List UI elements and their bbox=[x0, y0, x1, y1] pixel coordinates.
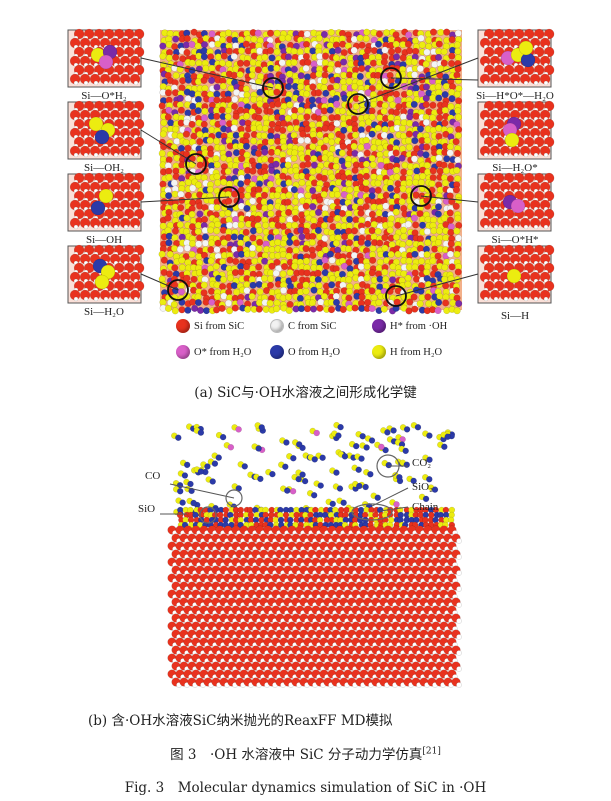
legend-item: O from H₂O bbox=[270, 345, 340, 359]
inset-label-right-3: Si—O*H* bbox=[491, 234, 539, 246]
inset-si-h-o-h2o bbox=[477, 28, 555, 88]
h-star-dot-icon bbox=[372, 319, 386, 333]
panel-b-annotations bbox=[160, 454, 409, 524]
inset-label-left-2: Si—OH₂ bbox=[84, 162, 124, 174]
inset-si-o-h-star bbox=[477, 172, 555, 232]
inset-si-oh bbox=[67, 172, 145, 232]
inset-label-right-4: Si—H bbox=[500, 310, 530, 322]
legend-label: O from H₂O bbox=[288, 346, 341, 358]
figure-title-cn: 图 3 ·OH 水溶液中 SiC 分子动力学仿真[21] bbox=[0, 743, 611, 764]
inset-label-right-2: Si—H₂O* bbox=[492, 162, 538, 174]
label-sio2: SiO₂ bbox=[412, 481, 433, 493]
legend-label: C from SiC bbox=[288, 320, 337, 332]
legend-item: O* from H₂O bbox=[176, 345, 251, 359]
md-polishing-side-view bbox=[167, 421, 462, 688]
label-chain: Chain bbox=[412, 501, 439, 513]
inset-label-left-4: Si—H₂O bbox=[84, 306, 124, 318]
legend-item: C from SiC bbox=[270, 319, 336, 333]
inset-label-right-1: Si—H*O*—H₂O bbox=[476, 90, 554, 102]
inset-si-h bbox=[477, 244, 555, 304]
inset-si-o-h2 bbox=[67, 28, 145, 88]
inset-label-left-1: Si—O*H₂ bbox=[81, 90, 127, 102]
h-dot-icon bbox=[372, 345, 386, 359]
inset-si-h2o-star bbox=[477, 100, 555, 160]
figure-title-cn-text: 图 3 ·OH 水溶液中 SiC 分子动力学仿真 bbox=[170, 747, 423, 763]
legend-item: H from H₂O bbox=[372, 345, 442, 359]
caption-a: (a) SiC与·OH水溶液之间形成化学键 bbox=[194, 385, 417, 401]
o-star-dot-icon bbox=[176, 345, 190, 359]
si-dot-icon bbox=[176, 319, 190, 333]
legend-label: H* from ·OH bbox=[390, 320, 448, 332]
label-sio: SiO bbox=[138, 503, 156, 515]
inset-label-left-3: Si—OH bbox=[85, 234, 123, 246]
c-dot-icon bbox=[270, 319, 284, 333]
leader-lines bbox=[140, 57, 479, 307]
legend-item: H* from ·OH bbox=[372, 319, 447, 333]
legend-item: Si from SiC bbox=[176, 319, 244, 333]
caption-b: (b) 含·OH水溶液SiC纳米抛光的ReaxFF MD模拟 bbox=[88, 713, 393, 729]
inset-si-h2o bbox=[67, 244, 145, 304]
md-surface-top-view bbox=[158, 28, 463, 315]
label-co: CO bbox=[145, 470, 161, 482]
legend-label: H from H₂O bbox=[390, 346, 443, 358]
label-co2: CO₂ bbox=[412, 457, 432, 469]
reference-mark: [21] bbox=[422, 746, 441, 757]
legend-label: O* from H₂O bbox=[194, 346, 252, 358]
legend-label: Si from SiC bbox=[194, 320, 245, 332]
o-dot-icon bbox=[270, 345, 284, 359]
inset-si-oh2 bbox=[67, 100, 145, 160]
figure-title-en: Fig. 3 Molecular dynamics simulation of … bbox=[124, 780, 487, 796]
